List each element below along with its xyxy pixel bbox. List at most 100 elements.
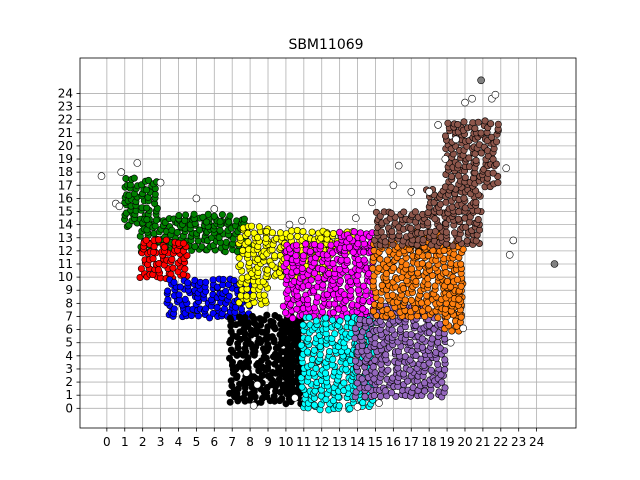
data-point-yellow — [237, 292, 245, 300]
data-point-purple — [384, 366, 392, 374]
data-point-orange — [428, 271, 436, 279]
data-point-orange — [457, 313, 465, 321]
data-point-black — [280, 329, 288, 337]
x-tick-label: 22 — [493, 435, 508, 449]
x-tick-label: 6 — [210, 435, 218, 449]
data-point-yellow — [286, 233, 294, 241]
outlier-point — [353, 403, 362, 411]
data-point-purple — [418, 335, 426, 343]
data-point-brown — [454, 215, 462, 223]
data-point-green — [145, 176, 153, 184]
data-point-brown — [387, 209, 395, 217]
data-point-purple — [371, 369, 379, 377]
outlier-point — [192, 194, 201, 203]
data-point-red — [179, 271, 187, 279]
data-point-red — [136, 273, 144, 281]
outlier-point — [394, 161, 403, 170]
data-point-brown — [454, 121, 462, 129]
data-point-brown — [447, 183, 455, 191]
y-tick-label: 2 — [65, 375, 73, 389]
data-point-cyan — [322, 395, 330, 403]
data-point-magenta — [349, 248, 357, 256]
data-point-red — [181, 265, 189, 273]
data-point-purple — [441, 356, 449, 364]
data-point-red — [169, 264, 177, 272]
data-point-green — [190, 210, 198, 218]
data-point-brown — [424, 209, 432, 217]
outlier-point — [117, 168, 125, 176]
data-point-magenta — [319, 281, 327, 289]
outlier-point — [459, 324, 468, 333]
data-point-purple — [369, 363, 377, 371]
data-point-black — [244, 354, 252, 362]
data-point-purple — [404, 377, 412, 385]
data-point-yellow — [235, 299, 243, 307]
x-tick-label: 9 — [264, 435, 272, 449]
x-tick-label: 18 — [422, 435, 437, 449]
x-tick-label: 10 — [278, 435, 293, 449]
data-point-cyan — [334, 393, 342, 401]
data-point-green — [204, 210, 212, 218]
data-point-blue — [176, 283, 184, 291]
data-point-cyan — [329, 355, 337, 363]
data-point-blue — [164, 287, 172, 295]
data-point-cyan — [305, 313, 313, 321]
data-point-blue — [206, 314, 214, 322]
data-point-orange — [441, 305, 449, 313]
data-point-magenta — [289, 314, 297, 322]
data-point-blue — [181, 295, 189, 303]
data-point-green — [173, 229, 181, 237]
data-point-purple — [434, 360, 442, 368]
y-tick-label: 17 — [58, 178, 73, 192]
data-point-blue — [164, 296, 172, 304]
x-tick-label: 2 — [139, 435, 147, 449]
data-point-purple — [437, 371, 445, 379]
data-point-yellow — [262, 228, 270, 236]
data-point-brown — [441, 132, 449, 140]
data-point-brown — [444, 119, 452, 127]
data-point-magenta — [317, 242, 325, 250]
data-point-red — [155, 236, 163, 244]
data-point-brown — [474, 216, 482, 224]
data-point-magenta — [306, 248, 314, 256]
data-point-yellow — [237, 261, 245, 269]
outlier-point — [509, 236, 518, 245]
data-point-purple — [371, 334, 379, 342]
data-point-purple — [351, 324, 359, 332]
data-point-purple — [427, 392, 435, 400]
data-point-black — [269, 318, 277, 326]
x-tick-label: 1 — [121, 435, 129, 449]
data-point-orange — [376, 255, 384, 263]
data-point-brown — [494, 179, 502, 187]
data-point-cyan — [304, 335, 312, 343]
data-point-green — [240, 215, 248, 223]
data-point-blue — [202, 305, 210, 313]
y-tick-label: 24 — [58, 86, 73, 100]
data-point-brown — [448, 173, 456, 181]
data-point-magenta — [292, 252, 300, 260]
data-point-yellow — [244, 238, 252, 246]
data-point-cyan — [310, 401, 318, 409]
data-point-green — [143, 204, 151, 212]
data-point-magenta — [354, 286, 362, 294]
data-point-orange — [408, 265, 416, 273]
data-point-purple — [361, 393, 369, 401]
data-point-magenta — [354, 240, 362, 248]
x-tick-label: 17 — [404, 435, 419, 449]
data-point-yellow — [260, 291, 268, 299]
data-point-purple — [418, 343, 426, 351]
y-tick-label: 20 — [58, 139, 73, 153]
data-point-brown — [474, 118, 482, 126]
data-point-green — [210, 212, 218, 220]
data-point-red — [142, 236, 150, 244]
data-point-magenta — [325, 269, 333, 277]
data-point-orange — [418, 259, 426, 267]
outlier-point — [505, 251, 514, 259]
data-point-orange — [383, 256, 391, 264]
data-point-red — [150, 242, 158, 250]
data-point-orange — [375, 264, 383, 272]
chart-title: SBM11069 — [288, 37, 363, 53]
y-tick-label: 7 — [65, 309, 73, 323]
data-point-magenta — [318, 265, 326, 273]
